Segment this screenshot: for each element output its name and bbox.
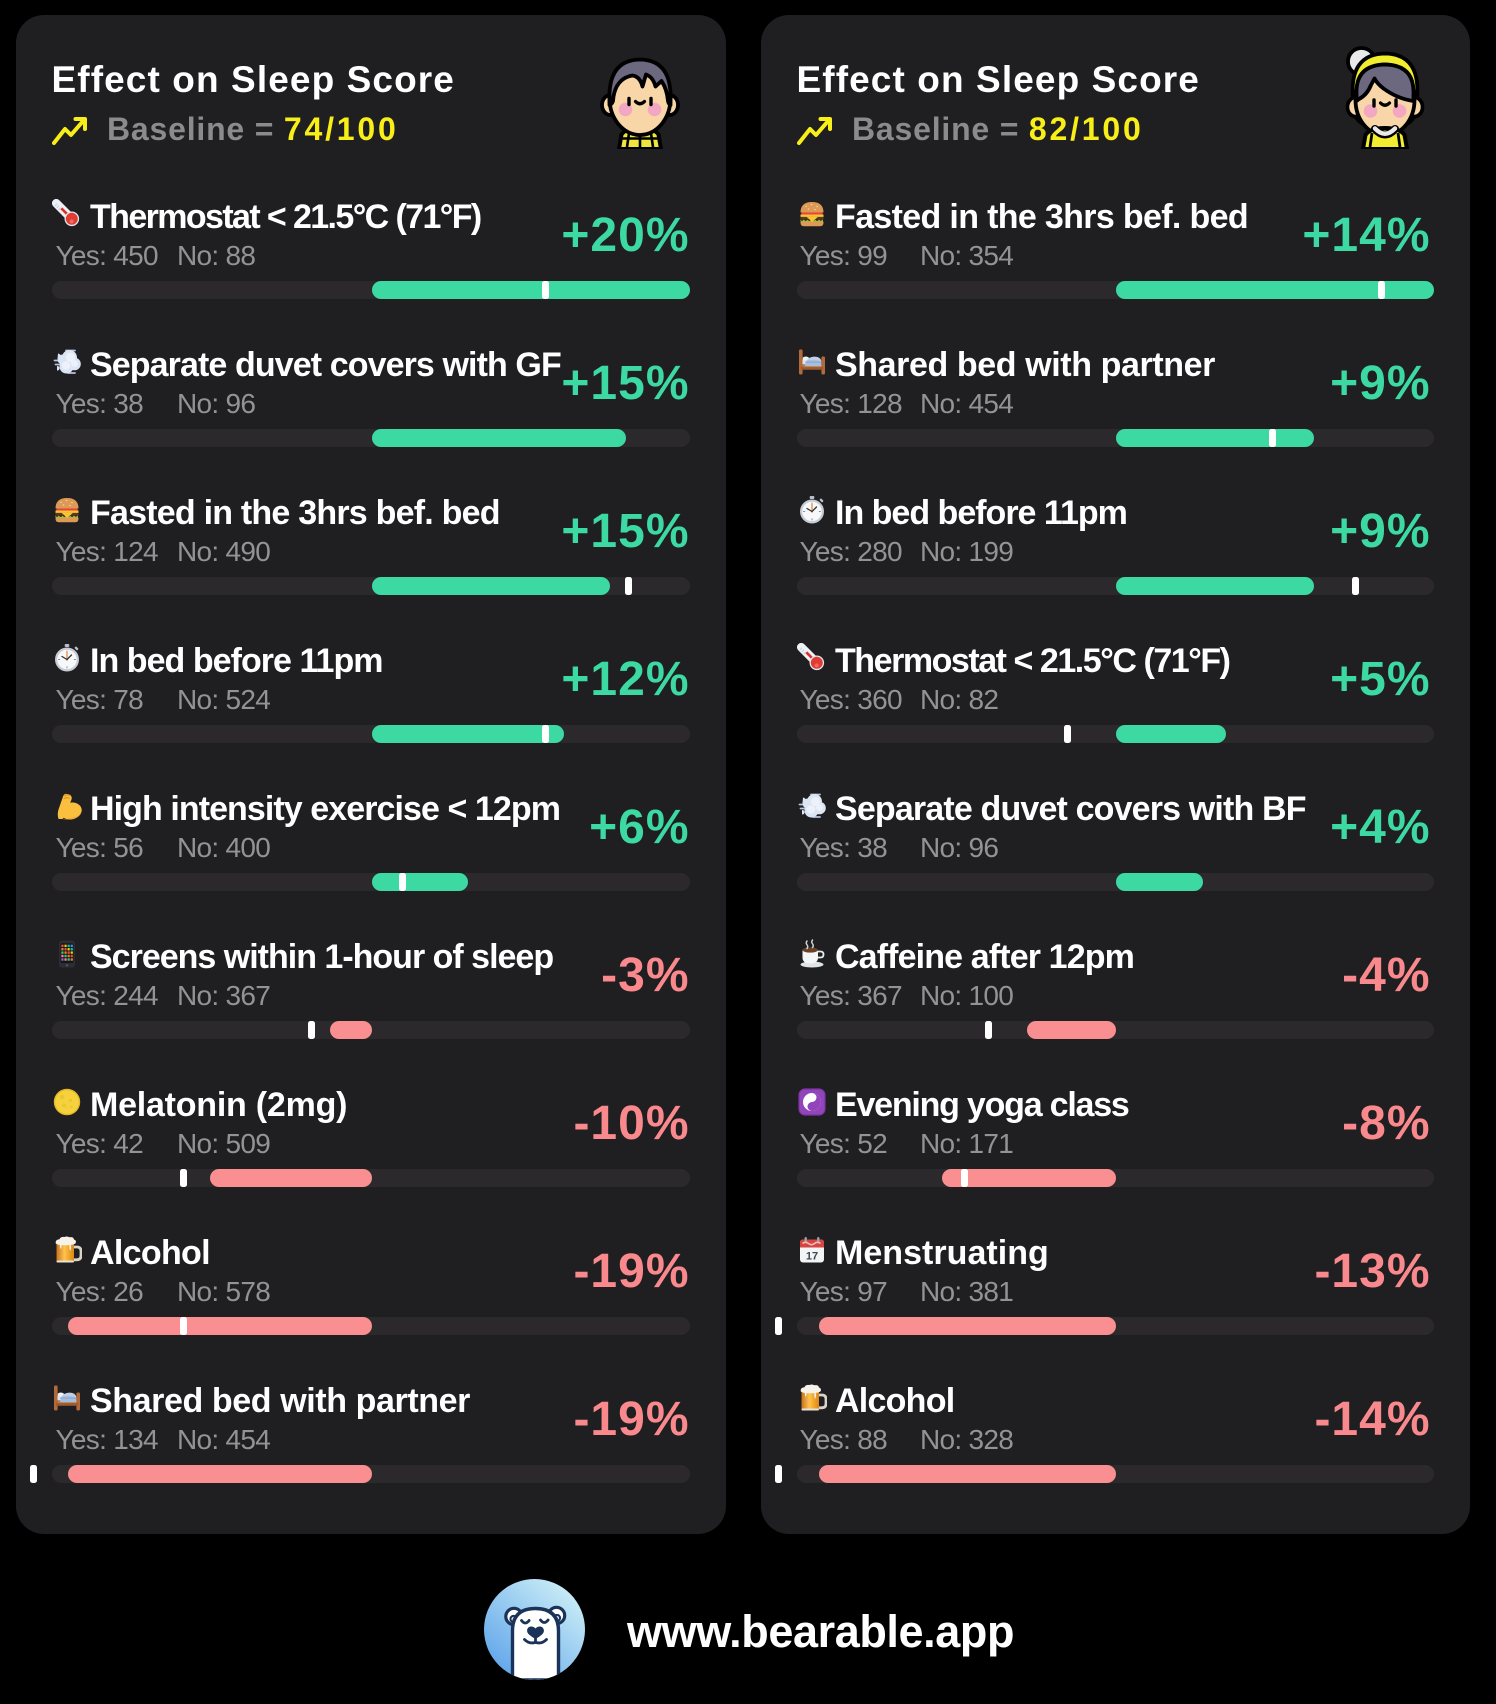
svg-text:17: 17	[806, 1251, 818, 1263]
